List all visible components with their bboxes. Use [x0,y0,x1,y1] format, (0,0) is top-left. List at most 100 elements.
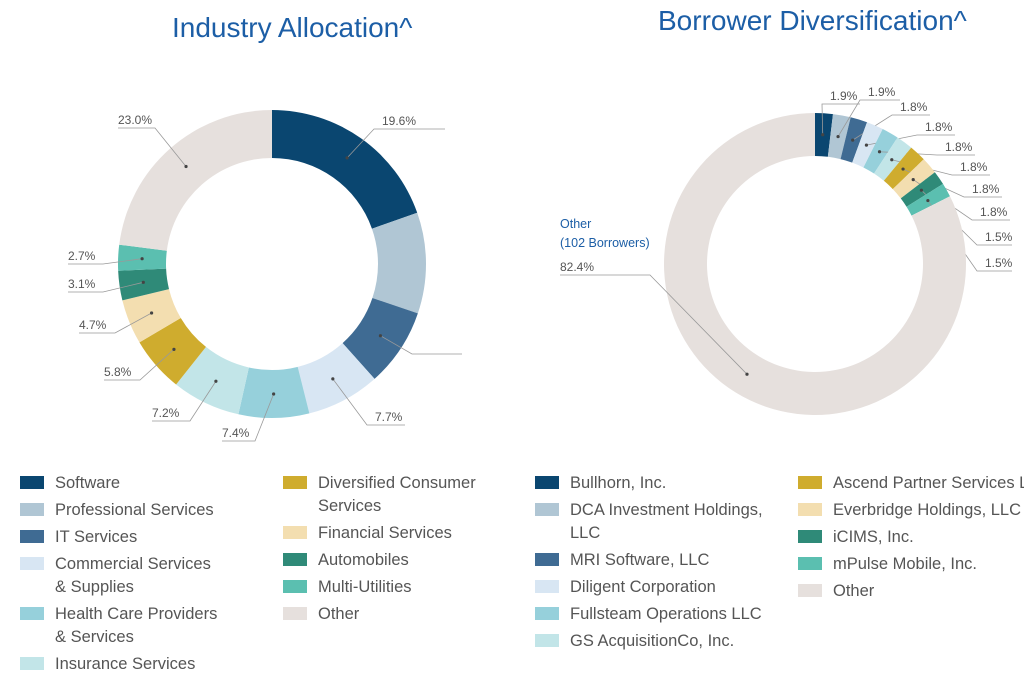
leader-dot [821,133,825,137]
leader-line [332,378,405,426]
legend-swatch [283,580,307,593]
donut-slice [176,346,249,415]
legend-label: Professional Services [55,501,214,519]
donut-slice [272,110,418,229]
data-label: 1.8% [972,182,1000,196]
data-label: 7.7% [375,410,403,424]
data-label: 2.7% [68,249,96,263]
legend-swatch [20,530,44,543]
leader-line [68,281,144,293]
legend-swatch [798,503,822,516]
data-label: 1.8% [925,120,953,134]
leader-dot [877,150,882,154]
data-label: 1.5% [985,230,1013,244]
leader-line [837,99,900,137]
leader-dot [911,177,915,182]
data-label: 7.2% [152,406,180,420]
legend-swatch [20,503,44,516]
leader-dot [345,156,349,160]
legend-swatch [798,584,822,597]
leader-dot [864,143,869,147]
data-label: 19.6% [382,114,416,128]
data-label: 1.9% [830,89,858,103]
leader-line [104,349,175,381]
leader-line [118,127,187,167]
legend-swatch [535,553,559,566]
legend-label: Everbridge Holdings, LLC [833,501,1022,519]
leader-dot [890,158,894,162]
donut-slice [371,212,426,314]
leader-line [222,393,275,442]
legend-swatch [535,634,559,647]
legend-swatch [798,530,822,543]
legend-swatch [535,580,559,593]
donut-slice [297,343,375,414]
legend-label: Other [833,582,875,600]
leader-dot [149,311,154,315]
leader-dot [331,377,335,381]
legend-label: Fullsteam Operations LLC [570,605,762,623]
data-label: 3.1% [68,277,96,291]
legend-swatch [535,607,559,620]
leader-dot [184,164,188,169]
data-label: 82.4% [560,260,594,274]
leader-dot [214,379,218,383]
leader-dot [926,198,930,203]
legend-swatch [283,526,307,539]
legend-label: Financial Services [318,524,452,542]
legend-swatch [535,503,559,516]
legend-label: Diversified Consumer Services [318,474,476,515]
legend-swatch [20,657,44,670]
donut-slice [119,110,273,251]
legend-label: Health Care Providers & Services [55,605,218,646]
legend-swatch [798,557,822,570]
leader-line [79,312,152,334]
legend-label: IT Services [55,528,138,546]
legend-label: mPulse Mobile, Inc. [833,555,977,573]
industry-allocation-title: Industry Allocation^ [172,12,413,43]
data-label: 4.7% [79,318,107,332]
legend-label: Bullhorn, Inc. [570,474,667,492]
legend-label: iCIMS, Inc. [833,528,914,546]
leader-line [560,274,748,375]
leader-line [346,128,445,159]
leader-dot [851,138,855,142]
leader-dot [378,334,383,338]
other-label: (102 Borrowers) [560,236,650,250]
legend-swatch [283,553,307,566]
leader-dot [919,188,924,192]
leader-line [380,335,462,355]
leader-dot [901,167,905,171]
legend-label: Ascend Partner Services LLC [833,474,1024,492]
data-label: 23.0% [118,113,152,127]
legend-label: Commercial Services & Supplies [55,555,211,596]
donut-slice [118,268,170,301]
data-label: 1.8% [945,140,973,154]
legend-swatch [535,476,559,489]
data-label: 1.8% [900,100,928,114]
leader-line [152,381,217,422]
data-label: 7.4% [222,426,250,440]
legend-label: Automobiles [318,551,409,569]
leader-dot [141,280,145,284]
legend-swatch [20,476,44,489]
donut-slice [139,317,206,385]
legend-label: Insurance Services [55,655,196,673]
data-label: 5.8% [104,365,132,379]
borrower-diversification-title: Borrower Diversification^ [658,5,967,36]
other-label: Other [560,217,591,231]
legend-label: DCA Investment Holdings, LLC [570,501,763,542]
donut-slice [122,289,181,343]
legend-swatch [798,476,822,489]
donut-slice [342,298,418,379]
leader-dot [272,392,276,396]
data-label: 1.9% [868,85,896,99]
leader-dot [140,257,144,261]
leader-dot [836,134,840,139]
data-label: 1.8% [980,205,1008,219]
data-label: 1.5% [985,256,1013,270]
legend-swatch [283,476,307,489]
leader-line [821,103,860,135]
